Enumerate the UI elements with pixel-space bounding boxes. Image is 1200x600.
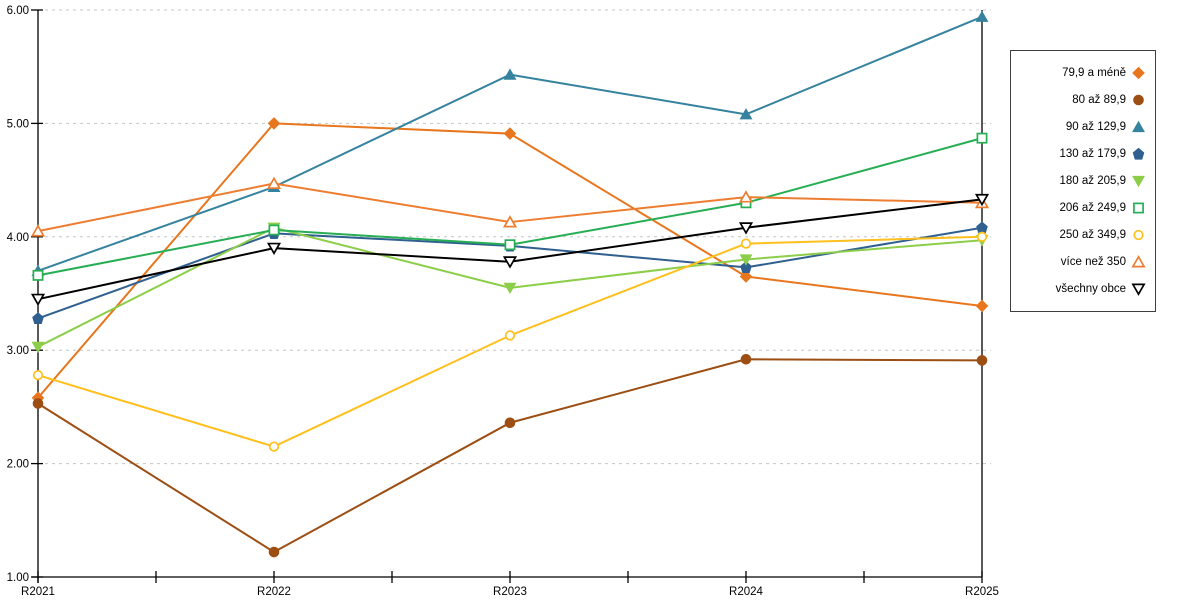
legend-item: 80 až 89,9 — [1011, 89, 1155, 111]
legend-marker-square-icon — [1133, 202, 1144, 214]
marker-triangle-down — [502, 256, 518, 269]
y-tick-label: 6.00 — [7, 5, 29, 17]
legend: 79,9 a méně 80 až 89,9 90 až 129,9 130 až 1… — [1010, 50, 1156, 312]
x-tick-label: R2021 — [21, 586, 55, 598]
legend-item: více než 350 — [1011, 251, 1155, 273]
marker-triangle-up — [738, 190, 754, 203]
series-8 — [30, 176, 990, 237]
marker-circle — [32, 369, 44, 381]
marker-square — [32, 269, 44, 281]
marker-triangle-down — [1132, 175, 1145, 188]
legend-item: 130 až 179,9 — [1011, 143, 1155, 165]
marker-pentagon — [976, 221, 988, 234]
x-tick-label: R2022 — [257, 586, 291, 598]
marker-triangle-up — [739, 108, 753, 120]
marker-square — [976, 132, 988, 144]
marker-triangle-up — [266, 176, 282, 189]
y-tick-label: 4.00 — [7, 232, 29, 244]
marker-triangle-up — [1131, 255, 1146, 268]
legend-label: všechny obce — [1055, 283, 1126, 296]
marker-circle — [740, 353, 752, 365]
marker-triangle-down — [1131, 283, 1146, 297]
marker-circle — [1133, 230, 1144, 241]
marker-circle — [504, 330, 516, 341]
series-line — [37, 137, 983, 277]
legend-label: 90 až 129,9 — [1065, 120, 1126, 133]
marker-triangle-down — [503, 282, 517, 295]
marker-diamond — [739, 270, 753, 283]
marker-triangle-up — [30, 224, 46, 237]
marker-pentagon — [740, 261, 752, 274]
legend-label: 79,9 a méně — [1062, 66, 1126, 79]
legend-label: 206 až 249,9 — [1059, 202, 1126, 215]
marker-triangle-down — [974, 193, 990, 207]
legend-marker-triangle-up-icon — [1131, 255, 1146, 268]
legend-item: 206 až 249,9 — [1011, 197, 1155, 219]
marker-triangle-up — [1132, 120, 1145, 132]
marker-square — [504, 239, 516, 251]
legend-item: 180 až 205,9 — [1011, 170, 1155, 192]
y-tick-label: 1.00 — [7, 572, 29, 584]
legend-item: 79,9 a méně — [1011, 62, 1155, 84]
legend-label: více než 350 — [1060, 256, 1126, 269]
axes — [32, 10, 983, 583]
legend-item: 250 až 349,9 — [1011, 224, 1155, 246]
marker-triangle-down — [739, 254, 753, 266]
legend-label: 130 až 179,9 — [1059, 147, 1126, 160]
marker-pentagon — [1132, 147, 1145, 160]
x-tick-labels: R2021 R2022 R2023 R2024 R2025 — [21, 571, 999, 598]
marker-triangle-up — [502, 215, 518, 228]
series-3 — [31, 10, 989, 276]
marker-triangle-down — [738, 222, 754, 235]
x-tick-label: R2024 — [729, 586, 763, 598]
series-line — [37, 358, 983, 554]
marker-circle — [1133, 94, 1144, 105]
legend-item: 90 až 129,9 — [1011, 116, 1155, 138]
legend-marker-circle-icon — [1133, 230, 1144, 241]
y-tick-label: 5.00 — [7, 118, 29, 130]
legend-marker-diamond-icon — [1132, 66, 1145, 79]
legend-marker-circle-icon — [1133, 94, 1144, 105]
marker-triangle-down — [266, 242, 282, 256]
legend-marker-triangle-down-icon — [1132, 175, 1145, 188]
series-9 — [30, 193, 990, 307]
marker-square — [268, 224, 280, 236]
marker-circle — [504, 417, 516, 429]
x-tick-label: R2023 — [493, 586, 527, 598]
marker-triangle-up — [503, 68, 517, 80]
legend-label: 180 až 205,9 — [1059, 174, 1126, 187]
marker-pentagon — [32, 312, 44, 325]
series-6 — [32, 132, 988, 281]
legend-marker-pentagon-icon — [1132, 147, 1145, 160]
marker-circle — [268, 441, 280, 452]
marker-circle — [268, 546, 280, 558]
marker-diamond — [503, 127, 517, 140]
legend-label: 80 až 89,9 — [1072, 93, 1126, 106]
legend-marker-triangle-up-icon — [1132, 120, 1145, 132]
legend-marker-triangle-down-icon — [1131, 283, 1146, 297]
marker-diamond — [975, 299, 989, 313]
series-2 — [32, 353, 988, 558]
marker-circle — [976, 231, 988, 242]
x-tick-label: R2025 — [965, 586, 999, 598]
marker-triangle-down — [31, 341, 45, 354]
gridlines — [38, 9, 991, 465]
marker-square — [1133, 202, 1144, 214]
marker-circle — [976, 355, 988, 366]
legend-label: 250 až 349,9 — [1059, 229, 1126, 242]
marker-triangle-down — [30, 293, 46, 307]
y-tick-label: 2.00 — [7, 459, 29, 471]
y-tick-label: 3.00 — [7, 345, 29, 357]
marker-circle — [740, 238, 752, 249]
marker-triangle-up — [975, 10, 989, 22]
marker-diamond — [267, 117, 281, 130]
legend-item: všechny obce — [1011, 278, 1155, 300]
marker-diamond — [1132, 66, 1145, 79]
series-7 — [32, 231, 988, 452]
y-tick-labels: 1.00 2.00 3.00 4.00 5.00 6.00 — [7, 5, 43, 584]
marker-circle — [32, 398, 44, 409]
